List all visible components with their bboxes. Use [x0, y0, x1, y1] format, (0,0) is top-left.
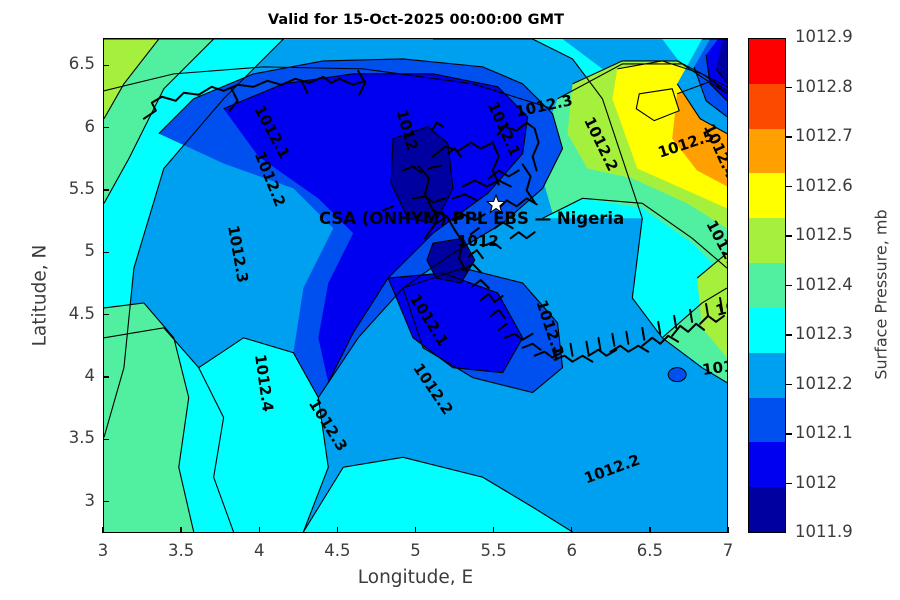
x-axis-title: Longitude, E: [357, 567, 474, 588]
y-axis-title: Latitude, N: [29, 244, 51, 347]
y-tick-mark: [103, 501, 109, 503]
contour-map[interactable]: 1012.1 1012 1012.1 1012.3 1012.2 1012.5 1012.4…: [103, 38, 728, 533]
contour-field: [104, 39, 727, 532]
coastline-overlay: [142, 69, 726, 363]
colorbar-tick-mark: [786, 433, 792, 435]
figure-title: Valid for 15-Oct-2025 00:00:00 GMT: [267, 12, 565, 28]
colorbar-tick-mark: [786, 383, 792, 386]
y-tick-mark: [103, 438, 109, 441]
y-tick-mark: [103, 314, 109, 316]
y-tick-label: 5: [84, 241, 96, 261]
colorbar-band: [749, 263, 785, 308]
colorbar-band: [749, 352, 785, 398]
x-tick-mark: [649, 527, 651, 533]
x-tick-mark: [336, 527, 339, 533]
y-tick-label: 4: [84, 366, 96, 386]
y-tick-mark: [103, 376, 109, 378]
star-marker: [486, 194, 506, 214]
x-tick-label: 6.5: [636, 541, 663, 560]
x-tick-mark: [571, 527, 573, 533]
x-tick-label: 5: [410, 541, 421, 560]
colorbar-tick-label: 1012.4: [795, 274, 853, 294]
x-tick-label: 4.5: [324, 541, 351, 560]
x-tick-mark: [180, 527, 182, 533]
colorbar-tick-label: 1012.6: [795, 175, 853, 195]
x-tick-mark: [102, 527, 104, 533]
y-tick-label: 6: [84, 116, 96, 136]
colorbar-band: [749, 173, 785, 219]
colorbar[interactable]: [748, 38, 786, 533]
colorbar-tick-label: 1011.9: [795, 522, 853, 541]
y-tick-label: 6.5: [68, 54, 95, 74]
colorbar-tick-label: 1012.7: [795, 126, 853, 145]
colorbar-tick-label: 1012.5: [795, 225, 853, 244]
colorbar-title: Surface Pressure, mb: [871, 209, 891, 380]
colorbar-band: [749, 397, 785, 443]
x-tick-label: 7: [722, 541, 734, 560]
colorbar-tick-mark: [786, 136, 792, 138]
colorbar-tick-mark: [786, 482, 792, 485]
y-tick-label: 5.5: [68, 179, 95, 199]
x-tick-mark: [414, 527, 417, 533]
colorbar-tick-mark: [786, 334, 792, 336]
colorbar-band: [749, 307, 785, 353]
colorbar-tick-label: 1012.2: [795, 373, 853, 393]
x-tick-label: 6: [566, 541, 578, 560]
y-tick-label: 4.5: [68, 303, 95, 323]
colorbar-tick-mark: [786, 185, 792, 188]
colorbar-band: [749, 128, 785, 174]
x-tick-label: 5.5: [480, 541, 507, 560]
y-tick-mark: [103, 251, 109, 254]
colorbar-tick-label: 1012.1: [795, 423, 853, 442]
x-tick-mark: [258, 527, 260, 533]
colorbar-tick-label: 1012.8: [795, 76, 853, 96]
x-tick-mark: [727, 527, 729, 533]
x-tick-mark: [492, 527, 495, 533]
y-tick-mark: [103, 127, 109, 129]
colorbar-tick-mark: [786, 284, 792, 287]
colorbar-band: [749, 442, 785, 488]
x-tick-label: 3.5: [168, 541, 195, 560]
y-tick-label: 3.5: [68, 428, 95, 448]
y-tick-label: 3: [84, 490, 96, 510]
colorbar-band: [749, 487, 785, 532]
x-tick-label: 4: [254, 541, 265, 560]
y-tick-mark: [103, 189, 109, 191]
colorbar-band: [749, 83, 785, 129]
colorbar-tick-label: 1012.3: [795, 324, 853, 343]
colorbar-tick-label: 1012: [795, 472, 837, 492]
x-tick-label: 3: [97, 541, 109, 560]
colorbar-band: [749, 39, 785, 84]
colorbar-band: [749, 218, 785, 264]
y-tick-mark: [103, 64, 109, 67]
colorbar-tick-label: 1012.9: [795, 27, 853, 46]
colorbar-tick-mark: [786, 235, 792, 237]
colorbar-tick-mark: [786, 86, 792, 89]
